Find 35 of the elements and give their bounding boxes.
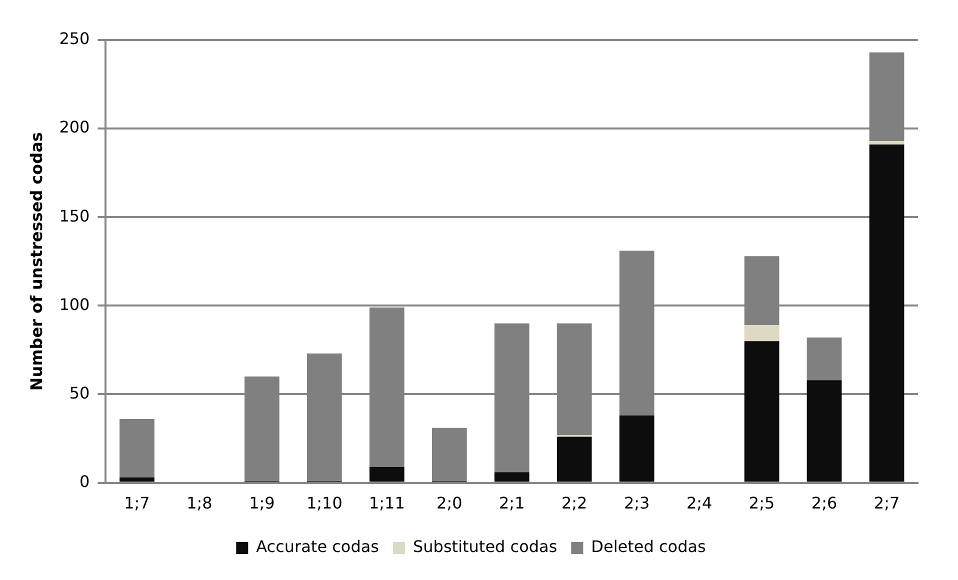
y-axis-title: Number of unstressed codas <box>26 132 46 391</box>
y-tick-label: 150 <box>59 206 90 226</box>
x-tick-label: 1;10 <box>306 494 342 513</box>
legend-label: Substituted codas <box>413 537 558 556</box>
x-tick-label: 2;5 <box>748 494 775 513</box>
bar <box>744 341 780 482</box>
x-tick-label: 1;8 <box>186 494 212 513</box>
x-tick-label: 1;11 <box>368 494 405 513</box>
y-tick-label: 0 <box>80 472 90 491</box>
bar <box>120 477 154 482</box>
x-tick-label: 2;3 <box>624 494 650 513</box>
bar <box>120 419 154 478</box>
legend-label: Deleted codas <box>591 537 706 556</box>
y-tick-label: 200 <box>59 118 90 137</box>
bar <box>369 466 404 482</box>
bar <box>869 140 904 144</box>
bar <box>806 338 842 380</box>
y-tick-label: 250 <box>59 29 90 48</box>
x-tick-label: 1;7 <box>124 494 150 513</box>
x-tick-label: 2;7 <box>874 494 900 513</box>
y-tick-label: 100 <box>59 294 90 314</box>
y-tick-label: 50 <box>69 383 90 402</box>
bar <box>619 415 654 482</box>
bar <box>869 144 904 482</box>
x-tick-label: 2;6 <box>811 494 838 513</box>
bar <box>806 380 842 482</box>
x-tick-label: 1;9 <box>249 494 275 513</box>
bar <box>494 472 530 482</box>
x-tick-label: 2;2 <box>561 494 588 513</box>
legend-label: Accurate codas <box>256 537 380 556</box>
bar <box>744 325 780 342</box>
x-tick-label: 2;4 <box>686 494 712 513</box>
x-tick-label: 2;1 <box>498 494 525 513</box>
bar <box>556 436 592 482</box>
x-tick-label: 2;0 <box>436 494 462 513</box>
